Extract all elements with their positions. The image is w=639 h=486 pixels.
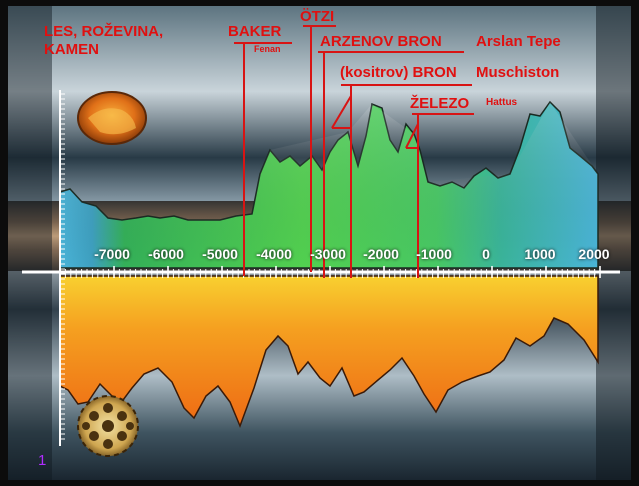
tick-label: -7000	[94, 246, 130, 262]
time-axis-ticks	[59, 266, 601, 278]
vertical-scale-ticks	[60, 93, 65, 440]
label-otzi: ÖTZI	[300, 8, 335, 25]
timeline-scene	[8, 6, 631, 480]
tick-label: -1000	[416, 246, 452, 262]
tick-label: 0	[482, 246, 490, 262]
herb-pollen-grain-image	[77, 395, 139, 457]
lower-pollen-area	[59, 275, 599, 429]
label-zelezo: ŽELEZO	[410, 95, 470, 112]
screen-frame: -7000 -6000 -5000 -4000 -3000 -2000 -100…	[8, 6, 631, 480]
slide-number: 1	[38, 452, 47, 469]
label-arzenov-bron: ARZENOV BRON	[320, 33, 442, 50]
event-markers	[234, 25, 474, 278]
label-baker: BAKER	[228, 23, 282, 40]
label-arslan-tepe: Arslan Tepe	[476, 33, 561, 50]
label-kositrov-bron: (kositrov) BRON	[340, 64, 457, 81]
tick-label: -3000	[310, 246, 346, 262]
tree-pollen-grain-image	[77, 91, 147, 145]
tick-label: -6000	[148, 246, 184, 262]
label-stone: KAMEN	[44, 41, 99, 58]
tick-label: -2000	[363, 246, 399, 262]
label-hattus: Hattus	[486, 97, 518, 108]
label-wood-bone-stone: LES, ROŽEVINA,	[44, 23, 164, 40]
tick-label: 1000	[524, 246, 556, 262]
label-fenan: Fenan	[254, 44, 281, 54]
tick-label: -5000	[202, 246, 238, 262]
tick-label: -4000	[256, 246, 292, 262]
tick-label: 2000	[578, 246, 610, 262]
label-muschiston: Muschiston	[476, 64, 560, 81]
